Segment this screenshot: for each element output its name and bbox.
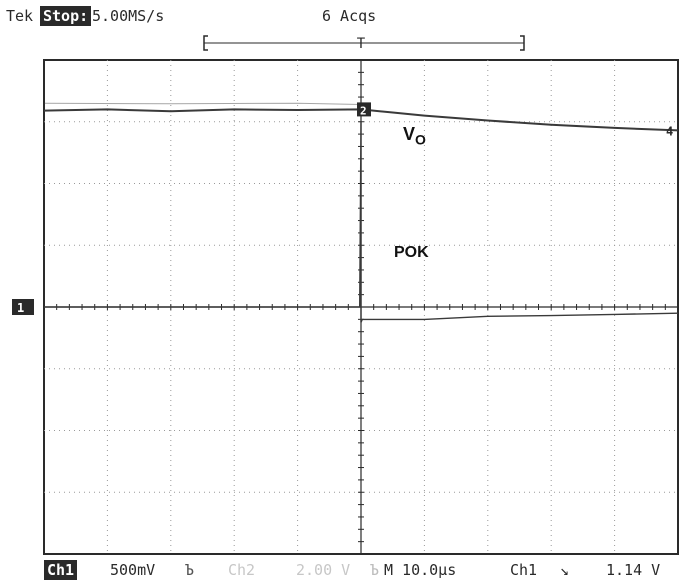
waveform-traces: [43, 102, 679, 323]
trigger-level-readout: 1.14 V: [606, 561, 661, 579]
trigger-slope-icon: ↘: [560, 561, 570, 579]
record-bar-left-bracket: [203, 35, 208, 51]
ch2-ground-marker-label: 2: [360, 104, 367, 117]
vo-label-subscript: O: [415, 131, 426, 148]
ch1-badge: Ch1: [44, 560, 78, 580]
ch4-indicator-label: 4: [666, 124, 673, 138]
record-bar-right-bracket: [520, 35, 525, 51]
pok-trace-label: POK: [394, 244, 429, 261]
ch1-scale-readout: 500mV: [110, 561, 156, 579]
waveform-trace-1: [43, 108, 679, 132]
sample-rate-readout: 5.00MS/s: [92, 7, 165, 25]
ch2-label: Ch2: [228, 561, 256, 579]
ch2-scale-readout: 2.00 V: [296, 561, 351, 579]
ch2-coupling-icon: Ъ: [370, 561, 380, 579]
graticule: [43, 59, 679, 555]
waveform-trace-2: [44, 121, 679, 323]
trigger-source-readout: Ch1: [510, 561, 538, 579]
trigger-position-marker: T: [357, 36, 366, 52]
ch1-ground-marker-label: 1: [17, 301, 24, 315]
record-position-bar: T: [203, 35, 525, 52]
timebase-readout: M 10.0µs: [384, 561, 457, 579]
ch1-ground-marker-box: [12, 299, 34, 315]
waveform-trace-3: [43, 102, 362, 105]
vo-label-main: V: [403, 124, 416, 144]
ch2-ground-marker-box: [357, 102, 371, 117]
channel-markers: 1 2 4: [12, 102, 673, 315]
ch1-coupling-icon: Ъ: [185, 561, 195, 579]
acquisition-count-readout: 6 Acqs: [322, 7, 377, 25]
brand-label: Tek: [6, 7, 34, 25]
vo-trace-label: VO: [403, 124, 426, 148]
acquisition-state-badge: Stop:: [40, 6, 92, 26]
